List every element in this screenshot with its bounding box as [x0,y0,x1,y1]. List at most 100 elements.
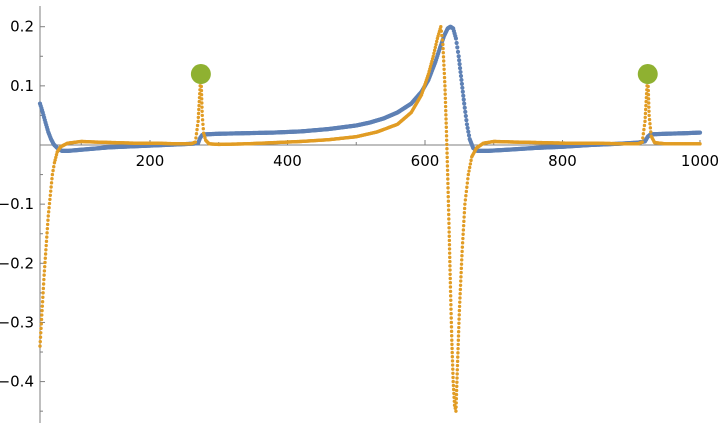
data-point [444,117,448,121]
data-point [197,103,201,108]
y-tick-label: −0.1 [0,195,34,213]
data-point [449,303,453,307]
series-2 [190,64,658,85]
x-tick-label: 600 [411,152,440,170]
data-point [450,334,454,338]
data-point [52,164,56,169]
data-point [446,195,450,199]
axes [39,6,700,423]
data-point [648,126,653,130]
data-point [449,320,454,325]
data-point [196,111,201,116]
data-point [39,331,43,335]
data-point [457,308,462,313]
data-point [647,101,651,105]
data-point [466,133,472,138]
data-point [462,101,467,106]
y-tick-label: 0.2 [10,18,34,36]
data-point [457,62,462,67]
data-point [439,25,443,29]
y-tick-label: 0.1 [10,77,34,95]
data-point [457,304,462,309]
data-point [443,100,448,105]
data-point [449,311,453,316]
data-point [200,101,204,105]
data-point [466,172,471,177]
data-point [199,88,204,93]
data-point [460,253,464,258]
data-point [644,99,648,104]
data-point [445,172,450,177]
data-point [443,80,447,84]
data-point [459,77,464,83]
data-point [451,375,455,380]
data-point [439,29,444,33]
data-point [448,255,452,260]
data-point [643,119,647,124]
highlight-point [637,64,658,85]
data-point [461,97,466,102]
highlight-point [190,64,211,85]
data-point [44,239,49,244]
data-point [449,329,454,334]
data-point [441,51,445,55]
data-point [457,325,461,330]
data-point [433,45,438,50]
data-point [196,115,201,120]
data-point [457,313,461,317]
data-point [431,54,435,58]
data-point [42,273,46,277]
data-point [446,203,451,208]
data-point [462,211,467,215]
data-point [460,241,465,245]
data-point [445,151,449,155]
data-point [447,226,451,230]
data-point [646,93,651,97]
data-point [459,279,463,283]
data-point [642,127,646,132]
data-point [450,355,455,359]
data-point [455,372,459,376]
data-point [41,282,46,286]
data-point [41,291,45,295]
data-point [440,38,445,42]
data-point [454,40,459,46]
ticks: 200 400 600 800 1000 0.2 0.1 −0.1 −0.2 −0.3 −0.4 [0,18,719,412]
data-point [457,66,463,71]
data-point [442,75,447,80]
data-point [444,125,449,129]
data-point [449,316,453,320]
x-tick-label: 1000 [681,152,719,170]
data-point [39,322,43,326]
data-point [448,264,452,268]
data-point [697,130,703,135]
data-point [647,113,651,118]
data-point [442,71,447,76]
data-point [450,359,455,363]
data-point [698,142,702,146]
data-point [54,155,58,160]
data-point [195,123,200,128]
data-point [460,85,465,90]
data-point [452,391,456,396]
data-point [40,313,44,317]
data-point [38,344,42,348]
data-point [467,165,472,170]
data-point [449,307,453,311]
data-point [464,118,469,123]
data-point [468,162,473,166]
data-point [451,383,456,388]
data-point [446,181,450,186]
data-point [50,172,55,177]
data-point [441,55,446,59]
data-point [462,206,467,211]
data-point [196,119,200,124]
x-tick-label: 400 [273,152,302,170]
data-point [458,283,463,287]
data-point [464,194,468,198]
data-point [463,198,468,202]
data-point [444,121,448,125]
data-point [53,158,57,162]
data-point [458,73,464,79]
